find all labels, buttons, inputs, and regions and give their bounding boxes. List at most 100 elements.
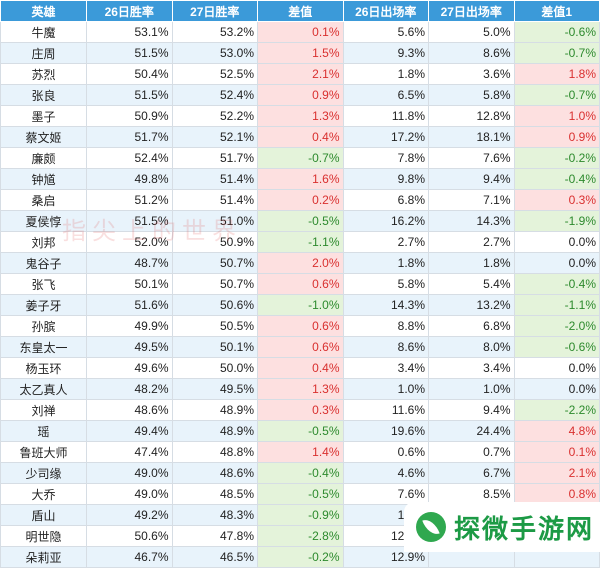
- cell-winrate-26: 50.4%: [86, 63, 173, 85]
- cell-winrate-27: 52.5%: [171, 63, 258, 85]
- table-row: 张飞 50.1% 50.7% 0.6% 5.8% 5.4% -0.4%: [0, 273, 600, 295]
- cell-pickrate-diff: -1.1%: [513, 294, 600, 316]
- cell-winrate-diff: -0.9%: [257, 504, 344, 526]
- cell-winrate-27: 46.5%: [171, 546, 258, 568]
- cell-winrate-26: 49.6%: [86, 357, 173, 379]
- cell-winrate-27: 51.0%: [171, 210, 258, 232]
- cell-pickrate-diff: -0.2%: [513, 147, 600, 169]
- cell-hero-name: 夏侯惇: [0, 210, 87, 232]
- cell-winrate-27: 50.7%: [171, 273, 258, 295]
- cell-pickrate-26: 16.2%: [342, 210, 429, 232]
- cell-winrate-26: 52.0%: [86, 231, 173, 253]
- cell-winrate-27: 50.6%: [171, 294, 258, 316]
- cell-hero-name: 蔡文姬: [0, 126, 87, 148]
- cell-pickrate-27: 5.4%: [428, 273, 515, 295]
- cell-pickrate-27: 12.8%: [428, 105, 515, 127]
- cell-winrate-26: 50.9%: [86, 105, 173, 127]
- table-row: 姜子牙 51.6% 50.6% -1.0% 14.3% 13.2% -1.1%: [0, 294, 600, 316]
- cell-pickrate-diff: -0.6%: [513, 21, 600, 43]
- cell-hero-name: 瑶: [0, 420, 87, 442]
- cell-pickrate-26: 2.7%: [342, 231, 429, 253]
- cell-pickrate-26: 19.6%: [342, 420, 429, 442]
- cell-hero-name: 盾山: [0, 504, 87, 526]
- table-row: 杨玉环 49.6% 50.0% 0.4% 3.4% 3.4% 0.0%: [0, 357, 600, 379]
- site-logo: 探微手游网: [404, 502, 600, 552]
- cell-hero-name: 少司缘: [0, 462, 87, 484]
- cell-winrate-26: 53.1%: [86, 21, 173, 43]
- cell-pickrate-26: 17.2%: [342, 126, 429, 148]
- table-row: 牛魔 53.1% 53.2% 0.1% 5.6% 5.0% -0.6%: [0, 21, 600, 43]
- cell-pickrate-26: 3.4%: [342, 357, 429, 379]
- cell-pickrate-27: 24.4%: [428, 420, 515, 442]
- cell-pickrate-27: 9.4%: [428, 399, 515, 421]
- cell-pickrate-27: 6.7%: [428, 462, 515, 484]
- cell-hero-name: 张飞: [0, 273, 87, 295]
- cell-winrate-26: 51.5%: [86, 84, 173, 106]
- cell-winrate-diff: 0.9%: [257, 84, 344, 106]
- table-row: 太乙真人 48.2% 49.5% 1.3% 1.0% 1.0% 0.0%: [0, 378, 600, 400]
- cell-winrate-diff: 0.6%: [257, 336, 344, 358]
- header-pickrate-26: 26日出场率: [342, 0, 429, 22]
- cell-pickrate-26: 0.6%: [342, 441, 429, 463]
- cell-winrate-27: 51.4%: [171, 168, 258, 190]
- cell-winrate-27: 48.9%: [171, 399, 258, 421]
- cell-pickrate-27: 5.8%: [428, 84, 515, 106]
- table-row: 刘邦 52.0% 50.9% -1.1% 2.7% 2.7% 0.0%: [0, 231, 600, 253]
- cell-winrate-diff: 1.4%: [257, 441, 344, 463]
- cell-pickrate-26: 6.8%: [342, 189, 429, 211]
- cell-winrate-27: 50.9%: [171, 231, 258, 253]
- cell-winrate-26: 49.9%: [86, 315, 173, 337]
- cell-hero-name: 苏烈: [0, 63, 87, 85]
- cell-pickrate-diff: 0.1%: [513, 441, 600, 463]
- cell-pickrate-diff: 0.0%: [513, 378, 600, 400]
- header-winrate-27: 27日胜率: [171, 0, 258, 22]
- cell-winrate-diff: -0.7%: [257, 147, 344, 169]
- cell-winrate-27: 53.2%: [171, 21, 258, 43]
- cell-pickrate-diff: -0.4%: [513, 273, 600, 295]
- cell-pickrate-diff: 0.0%: [513, 357, 600, 379]
- cell-pickrate-27: 9.4%: [428, 168, 515, 190]
- cell-winrate-diff: 0.4%: [257, 357, 344, 379]
- cell-pickrate-diff: -2.2%: [513, 399, 600, 421]
- cell-winrate-diff: 0.3%: [257, 399, 344, 421]
- cell-pickrate-26: 7.6%: [342, 483, 429, 505]
- cell-winrate-diff: -0.5%: [257, 420, 344, 442]
- cell-pickrate-diff: 2.1%: [513, 462, 600, 484]
- cell-winrate-26: 50.6%: [86, 525, 173, 547]
- header-pickrate-27: 27日出场率: [428, 0, 515, 22]
- cell-pickrate-27: 1.8%: [428, 252, 515, 274]
- cell-pickrate-26: 1.8%: [342, 252, 429, 274]
- cell-winrate-27: 50.1%: [171, 336, 258, 358]
- cell-pickrate-diff: 0.9%: [513, 126, 600, 148]
- cell-winrate-26: 49.0%: [86, 462, 173, 484]
- cell-winrate-27: 51.7%: [171, 147, 258, 169]
- cell-hero-name: 牛魔: [0, 21, 87, 43]
- cell-winrate-26: 49.4%: [86, 420, 173, 442]
- cell-pickrate-27: 8.5%: [428, 483, 515, 505]
- cell-pickrate-26: 8.6%: [342, 336, 429, 358]
- cell-winrate-diff: 1.3%: [257, 105, 344, 127]
- cell-winrate-diff: -0.2%: [257, 546, 344, 568]
- cell-winrate-diff: 0.4%: [257, 126, 344, 148]
- cell-hero-name: 刘禅: [0, 399, 87, 421]
- cell-winrate-26: 47.4%: [86, 441, 173, 463]
- cell-winrate-diff: -2.8%: [257, 525, 344, 547]
- cell-pickrate-27: 8.6%: [428, 42, 515, 64]
- cell-pickrate-diff: -1.9%: [513, 210, 600, 232]
- cell-winrate-27: 50.0%: [171, 357, 258, 379]
- table-row: 钟馗 49.8% 51.4% 1.6% 9.8% 9.4% -0.4%: [0, 168, 600, 190]
- cell-pickrate-27: 14.3%: [428, 210, 515, 232]
- cell-winrate-27: 52.4%: [171, 84, 258, 106]
- cell-winrate-27: 51.4%: [171, 189, 258, 211]
- cell-winrate-26: 49.2%: [86, 504, 173, 526]
- cell-pickrate-26: 7.8%: [342, 147, 429, 169]
- cell-pickrate-26: 8.8%: [342, 315, 429, 337]
- cell-hero-name: 太乙真人: [0, 378, 87, 400]
- table-row: 大乔 49.0% 48.5% -0.5% 7.6% 8.5% 0.8%: [0, 483, 600, 505]
- cell-hero-name: 姜子牙: [0, 294, 87, 316]
- cell-hero-name: 张良: [0, 84, 87, 106]
- cell-pickrate-27: 3.4%: [428, 357, 515, 379]
- table-row: 庄周 51.5% 53.0% 1.5% 9.3% 8.6% -0.7%: [0, 42, 600, 64]
- cell-winrate-27: 52.1%: [171, 126, 258, 148]
- cell-pickrate-27: 7.1%: [428, 189, 515, 211]
